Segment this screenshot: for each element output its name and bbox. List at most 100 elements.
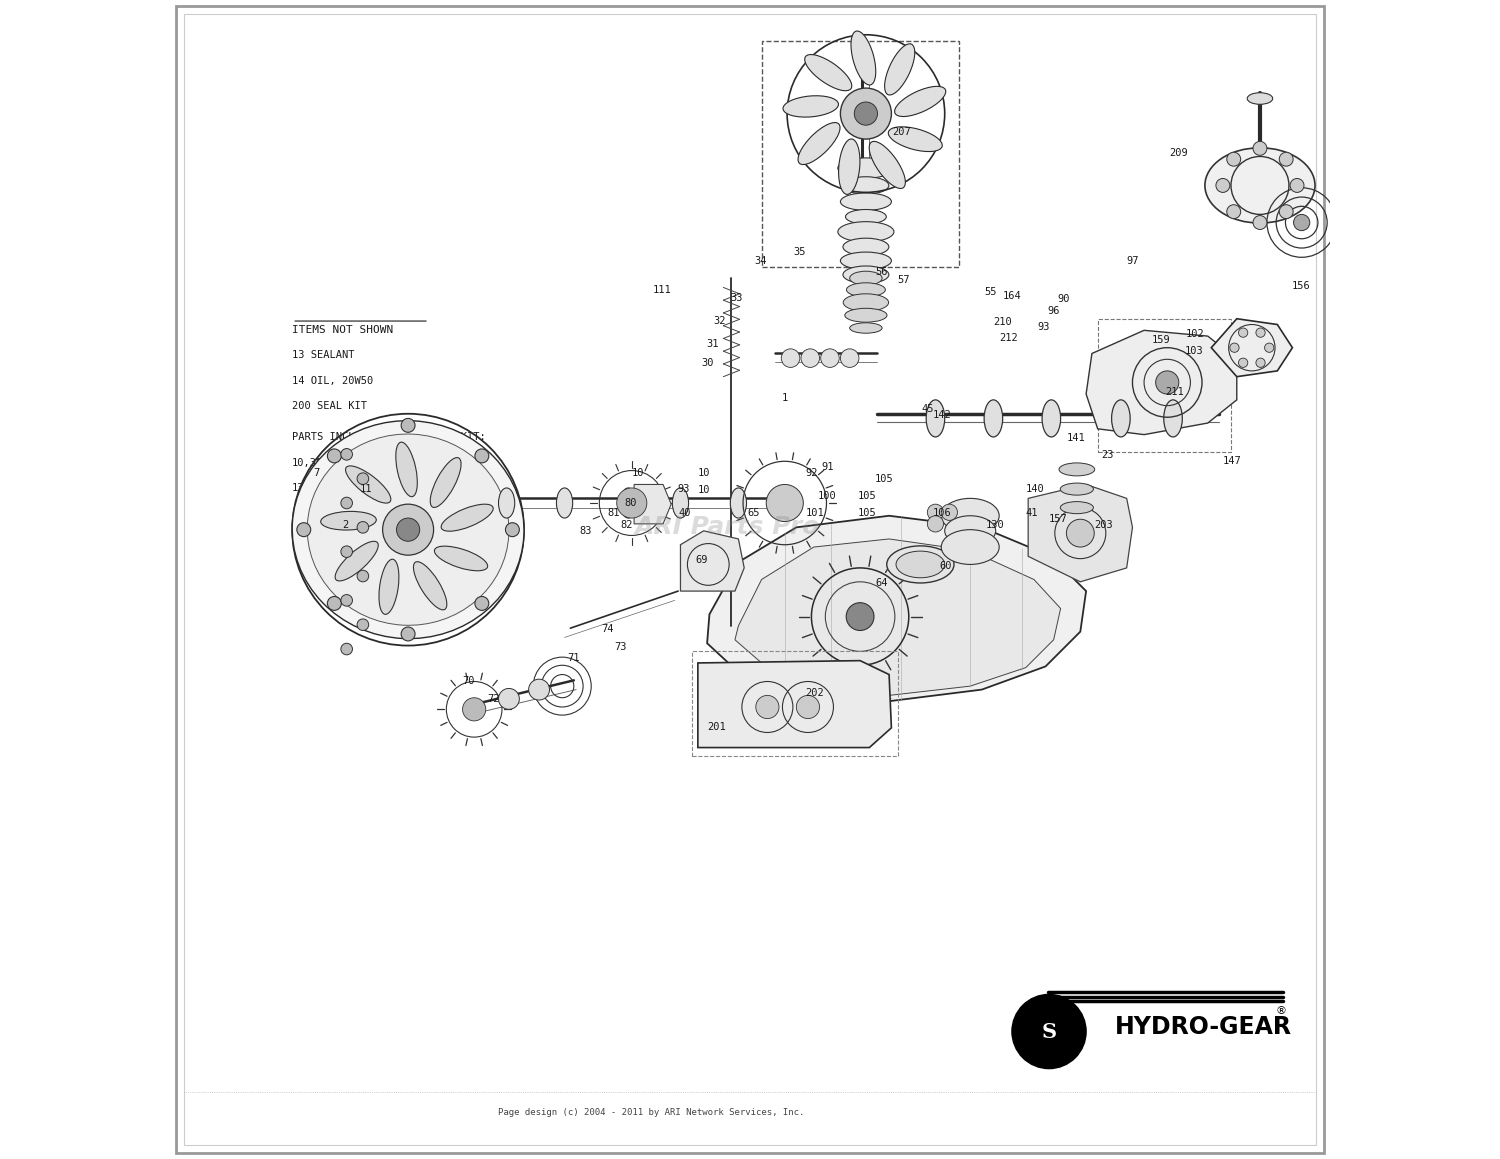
Text: 71: 71 <box>567 654 579 663</box>
Ellipse shape <box>1164 400 1182 437</box>
Ellipse shape <box>783 96 838 117</box>
Text: 31: 31 <box>706 340 718 349</box>
Ellipse shape <box>843 293 888 311</box>
Text: 90: 90 <box>1058 294 1070 304</box>
Text: 2: 2 <box>342 520 348 530</box>
Text: 106: 106 <box>933 509 952 518</box>
Text: 23: 23 <box>1101 451 1113 460</box>
Ellipse shape <box>984 400 1002 437</box>
Circle shape <box>382 504 433 555</box>
Ellipse shape <box>1059 462 1095 476</box>
Text: 164: 164 <box>1002 291 1022 300</box>
Circle shape <box>840 349 860 367</box>
Text: 13 SEALANT: 13 SEALANT <box>292 350 354 360</box>
Circle shape <box>1155 371 1179 394</box>
Circle shape <box>327 597 342 611</box>
Polygon shape <box>1086 330 1238 435</box>
Ellipse shape <box>345 466 392 503</box>
Text: 72: 72 <box>488 694 500 704</box>
Circle shape <box>940 504 957 520</box>
Text: 83: 83 <box>579 526 592 535</box>
Text: 80: 80 <box>626 498 638 508</box>
Circle shape <box>616 488 646 518</box>
Text: 102: 102 <box>1186 329 1204 338</box>
Text: 209: 209 <box>1170 148 1188 158</box>
Circle shape <box>357 570 369 582</box>
Circle shape <box>462 698 486 721</box>
Text: 73: 73 <box>615 642 627 651</box>
Ellipse shape <box>1060 502 1094 513</box>
Circle shape <box>927 516 944 532</box>
Circle shape <box>498 688 519 709</box>
Text: 32: 32 <box>712 316 726 326</box>
Circle shape <box>782 349 800 367</box>
Text: 33: 33 <box>730 293 742 302</box>
Text: 203: 203 <box>1094 520 1113 530</box>
Circle shape <box>756 695 778 719</box>
Text: 70: 70 <box>462 677 476 686</box>
Polygon shape <box>706 516 1086 701</box>
Text: 97: 97 <box>1126 256 1138 265</box>
Text: 57: 57 <box>897 276 909 285</box>
Ellipse shape <box>380 560 399 614</box>
Text: 142: 142 <box>933 410 952 420</box>
Ellipse shape <box>868 141 906 189</box>
Text: 93: 93 <box>1038 322 1050 331</box>
Text: 10: 10 <box>698 468 711 478</box>
Circle shape <box>476 597 489 611</box>
Ellipse shape <box>1246 93 1272 104</box>
Text: 130,157: 130,157 <box>292 483 336 494</box>
Ellipse shape <box>435 546 488 570</box>
Text: 105: 105 <box>874 474 894 483</box>
Text: 140: 140 <box>1026 484 1044 494</box>
Circle shape <box>1227 205 1240 219</box>
Circle shape <box>796 695 819 719</box>
Ellipse shape <box>804 54 852 90</box>
Circle shape <box>400 627 416 641</box>
Text: 147: 147 <box>1222 457 1242 466</box>
Circle shape <box>327 449 342 462</box>
Ellipse shape <box>844 308 886 322</box>
Ellipse shape <box>896 552 945 578</box>
Circle shape <box>1216 178 1230 192</box>
Ellipse shape <box>730 488 747 518</box>
Text: 210: 210 <box>993 318 1012 327</box>
Circle shape <box>1230 343 1239 352</box>
Circle shape <box>297 523 310 537</box>
Circle shape <box>1280 152 1293 166</box>
Circle shape <box>840 88 891 139</box>
Text: 60: 60 <box>939 561 951 570</box>
Text: 74: 74 <box>602 625 613 634</box>
Text: 69: 69 <box>696 555 708 564</box>
Text: 105: 105 <box>858 509 876 518</box>
Circle shape <box>528 679 549 700</box>
Polygon shape <box>1028 484 1132 582</box>
Text: 130: 130 <box>986 520 1004 530</box>
Text: 1: 1 <box>782 393 788 402</box>
Text: 101: 101 <box>806 509 825 518</box>
Ellipse shape <box>1042 400 1060 437</box>
Text: 201: 201 <box>706 722 726 731</box>
Ellipse shape <box>945 516 996 546</box>
Text: 156: 156 <box>1292 282 1310 291</box>
Ellipse shape <box>843 176 890 194</box>
Circle shape <box>340 449 352 460</box>
Circle shape <box>1256 328 1264 337</box>
Ellipse shape <box>840 252 891 269</box>
Ellipse shape <box>672 488 688 518</box>
Text: 207: 207 <box>892 127 912 137</box>
Circle shape <box>506 523 519 537</box>
Text: PARTS INCLUDED IN 200 SEAL KIT:: PARTS INCLUDED IN 200 SEAL KIT: <box>292 432 486 443</box>
Ellipse shape <box>926 400 945 437</box>
Text: 14 OIL, 20W50: 14 OIL, 20W50 <box>292 376 374 386</box>
Circle shape <box>1252 141 1268 155</box>
Ellipse shape <box>843 238 890 255</box>
Text: 93: 93 <box>676 484 690 494</box>
Text: 45: 45 <box>921 404 934 414</box>
Circle shape <box>357 522 369 533</box>
Circle shape <box>1252 216 1268 229</box>
Ellipse shape <box>321 511 376 530</box>
Text: 56: 56 <box>874 268 888 277</box>
Circle shape <box>801 349 819 367</box>
Ellipse shape <box>849 322 882 334</box>
